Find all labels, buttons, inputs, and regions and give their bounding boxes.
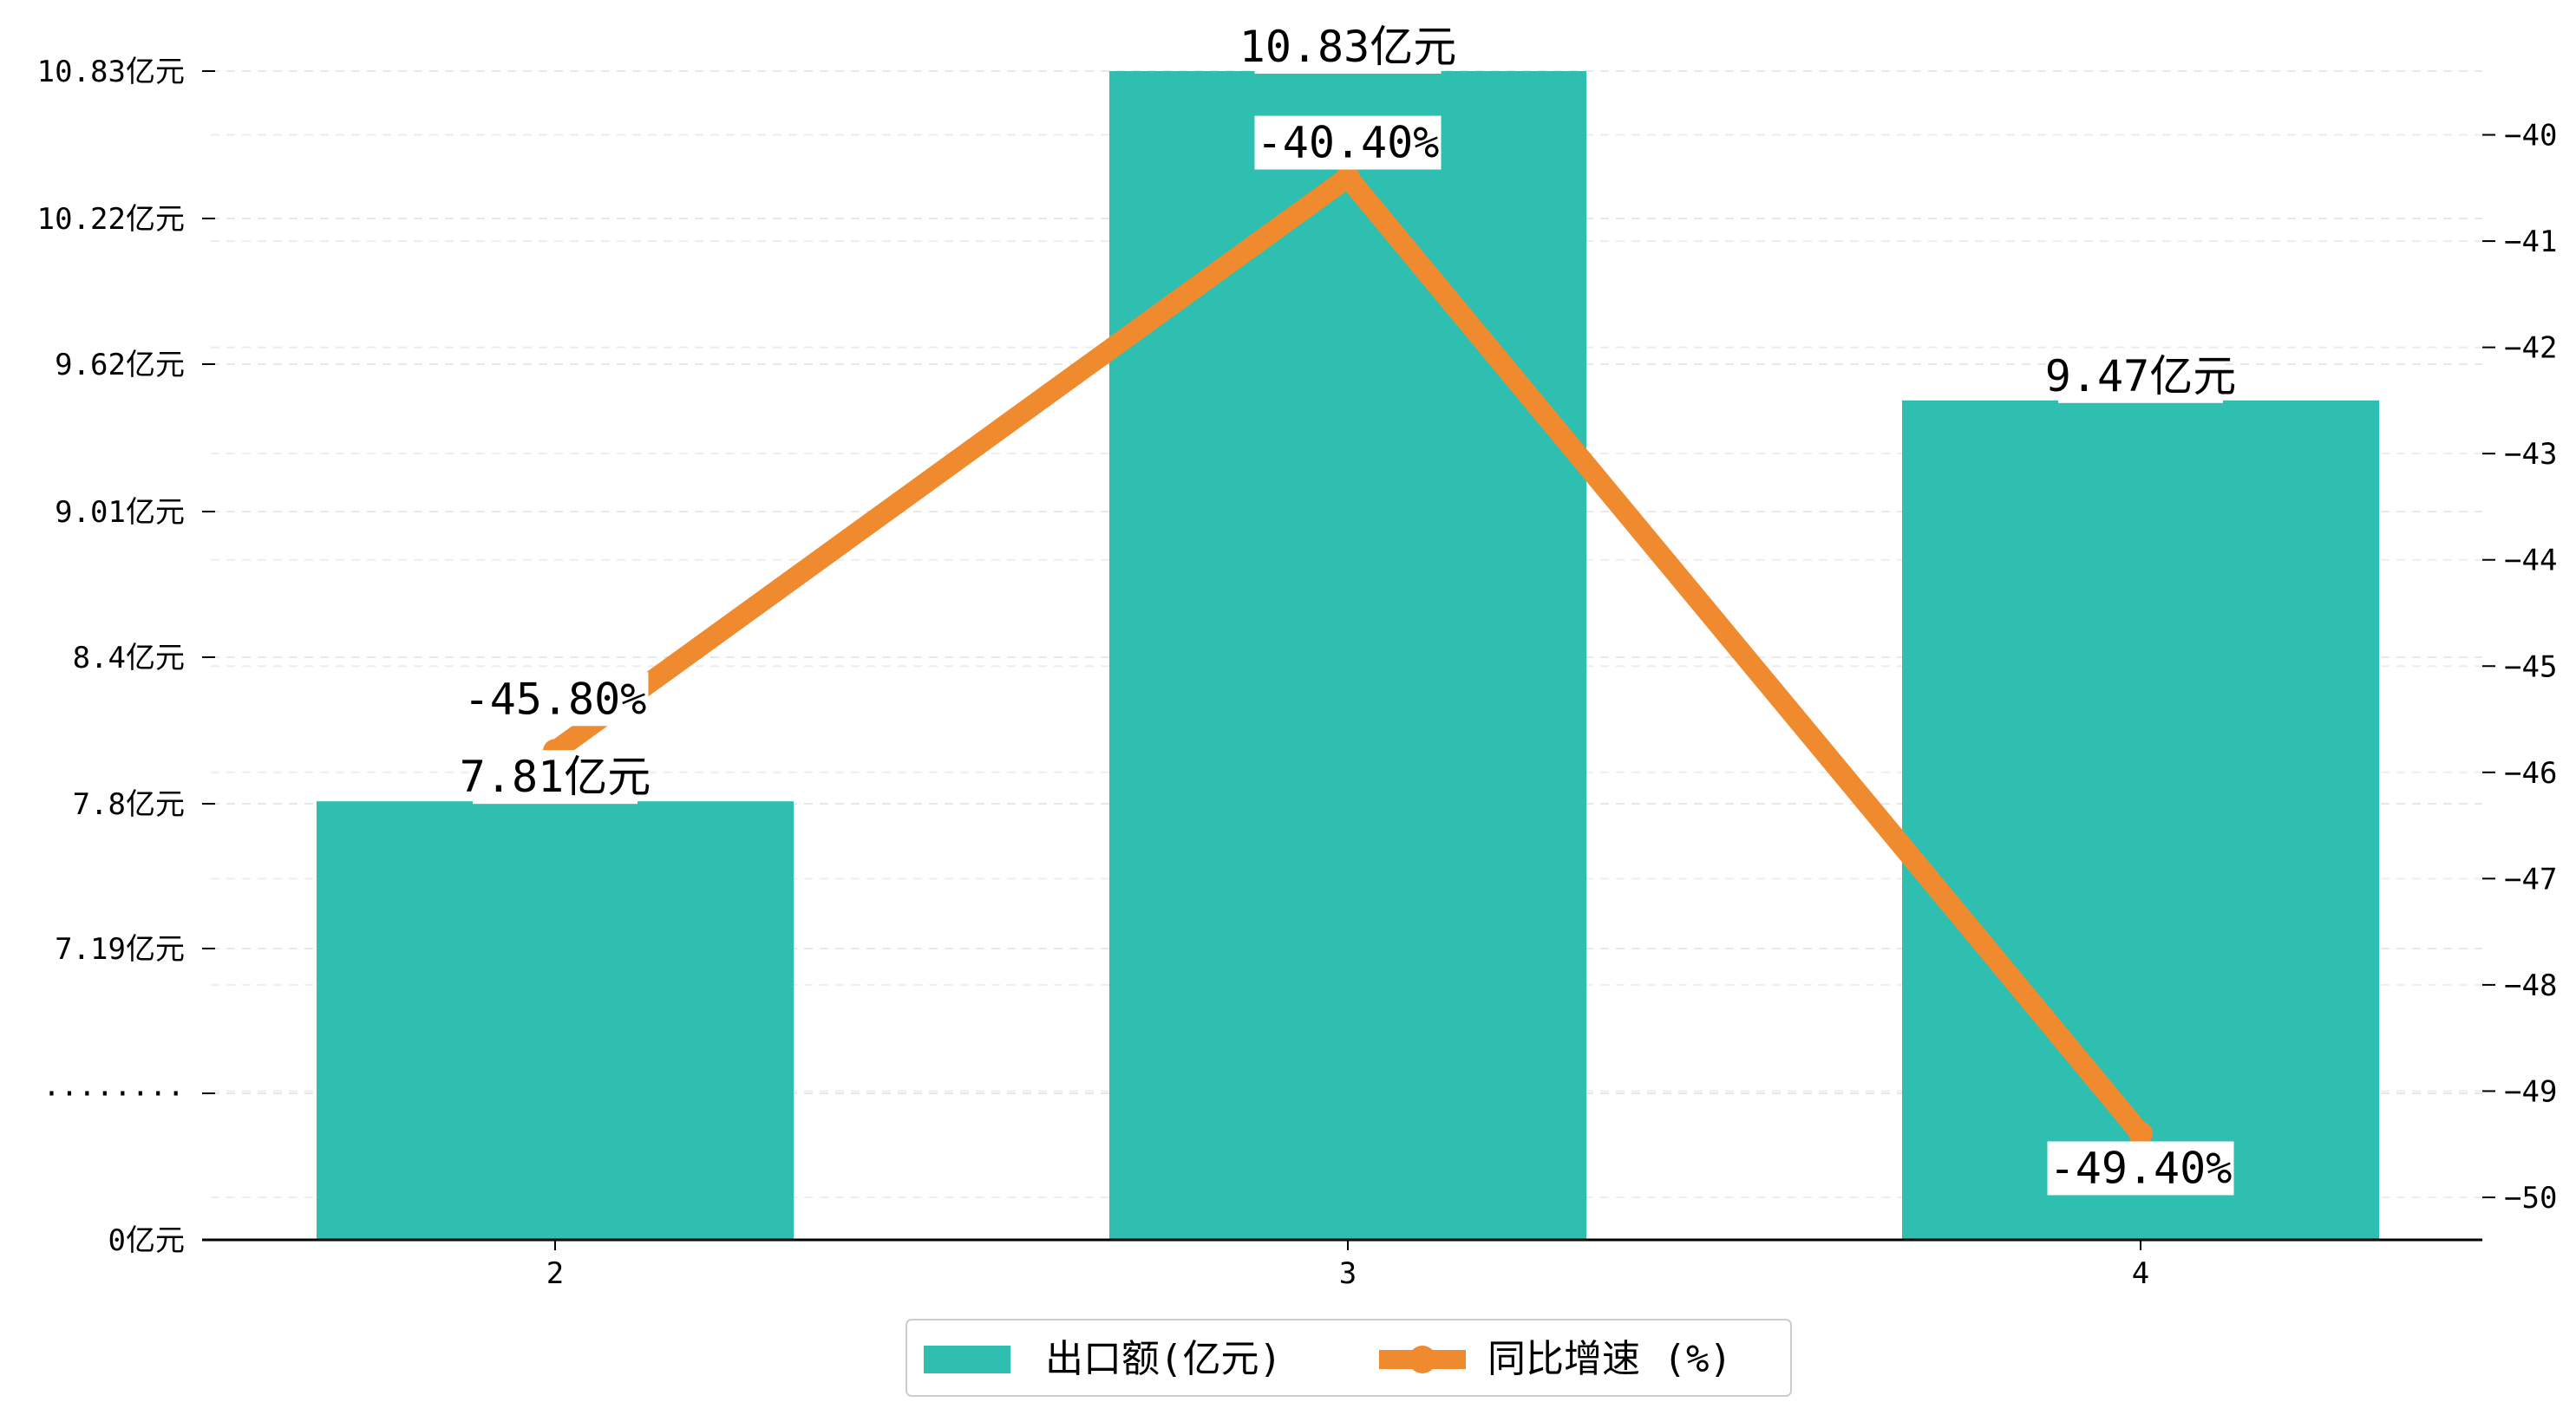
- y-left-tick-label: 9.62亿元: [55, 348, 185, 382]
- legend-line-marker: [1409, 1346, 1436, 1373]
- axes: 2 3 4 0亿元 ········ 7.19亿元 7.8亿元 8.4亿元 9.01亿元 9.62…: [37, 55, 2558, 1291]
- bar-label-2: 7.81亿元: [460, 750, 651, 805]
- line-label-4-text: -49.40%: [2050, 1143, 2233, 1193]
- y-right-tick-label: −47: [2504, 862, 2557, 897]
- y-right-tick-label: −49: [2504, 1074, 2557, 1109]
- y-right-tick-label: −45: [2504, 649, 2557, 684]
- y-right-tick-label: −48: [2504, 968, 2557, 1003]
- y-right-tick-label: −46: [2504, 756, 2557, 791]
- legend-bar-swatch: [924, 1346, 1010, 1373]
- line-label-4: -49.40%: [2047, 1141, 2234, 1196]
- bar-label-4: 9.47亿元: [2045, 349, 2236, 403]
- bar-label-4-text: 9.47亿元: [2045, 351, 2236, 401]
- x-tick-label: 2: [546, 1256, 564, 1291]
- growth-point-3: [1336, 165, 1360, 190]
- bar-label-3-text: 10.83亿元: [1239, 22, 1457, 72]
- legend-box: [906, 1319, 1792, 1397]
- legend[interactable]: 出口额(亿元) 同比增速 (%): [906, 1319, 1792, 1397]
- bar-2: [317, 801, 794, 1240]
- bar-4: [1902, 400, 2379, 1240]
- bar-3: [1109, 71, 1586, 1240]
- legend-bar-label: 出口额(亿元): [1045, 1337, 1282, 1381]
- y-left-tick-label: 8.4亿元: [73, 641, 185, 675]
- y-right-tick-label: −41: [2504, 225, 2557, 259]
- data-labels: 7.81亿元 10.83亿元 9.47亿元 -45.80% -40.40% -49.40%: [460, 20, 2236, 1196]
- y-right-tick-label: −44: [2504, 544, 2557, 578]
- bar-label-3-bg: [1254, 20, 1442, 74]
- line-label-2-bg: [461, 672, 649, 727]
- bar-label-2-bg: [473, 750, 637, 805]
- legend-line-label: 同比增速 (%): [1487, 1337, 1732, 1381]
- y-left-tick-label: 9.01亿元: [55, 495, 185, 530]
- y-right-tick-label: −40: [2504, 119, 2557, 153]
- bar-label-4-bg: [2058, 349, 2223, 403]
- y-right-tick-label: −43: [2504, 437, 2557, 472]
- line-label-2: -45.80%: [461, 672, 649, 727]
- y-left-tick-label: 10.22亿元: [37, 202, 185, 237]
- bar-label-3: 10.83亿元: [1239, 20, 1457, 74]
- line-label-2-text: -45.80%: [464, 674, 647, 724]
- y-left-tick-label: 0亿元: [108, 1223, 185, 1258]
- line-label-3: -40.40%: [1254, 115, 1442, 170]
- line-label-3-text: -40.40%: [1257, 118, 1440, 168]
- y-left-tick-label: 10.83亿元: [37, 55, 185, 89]
- y-right-tick-label: −50: [2504, 1181, 2557, 1216]
- bar-label-2-text: 7.81亿元: [460, 752, 651, 802]
- growth-point-4: [2128, 1121, 2153, 1146]
- y-right-tick-label: −42: [2504, 331, 2557, 366]
- line-label-4-bg: [2047, 1141, 2234, 1196]
- y-left-tick-label: ········: [42, 1077, 185, 1112]
- line-label-3-bg: [1254, 115, 1442, 170]
- bar-series: [317, 71, 2379, 1240]
- x-tick-label: 4: [2132, 1256, 2149, 1291]
- y-left-tick-label: 7.19亿元: [55, 932, 185, 967]
- x-tick-label: 3: [1339, 1256, 1357, 1291]
- y-left-tick-label: 7.8亿元: [73, 787, 185, 822]
